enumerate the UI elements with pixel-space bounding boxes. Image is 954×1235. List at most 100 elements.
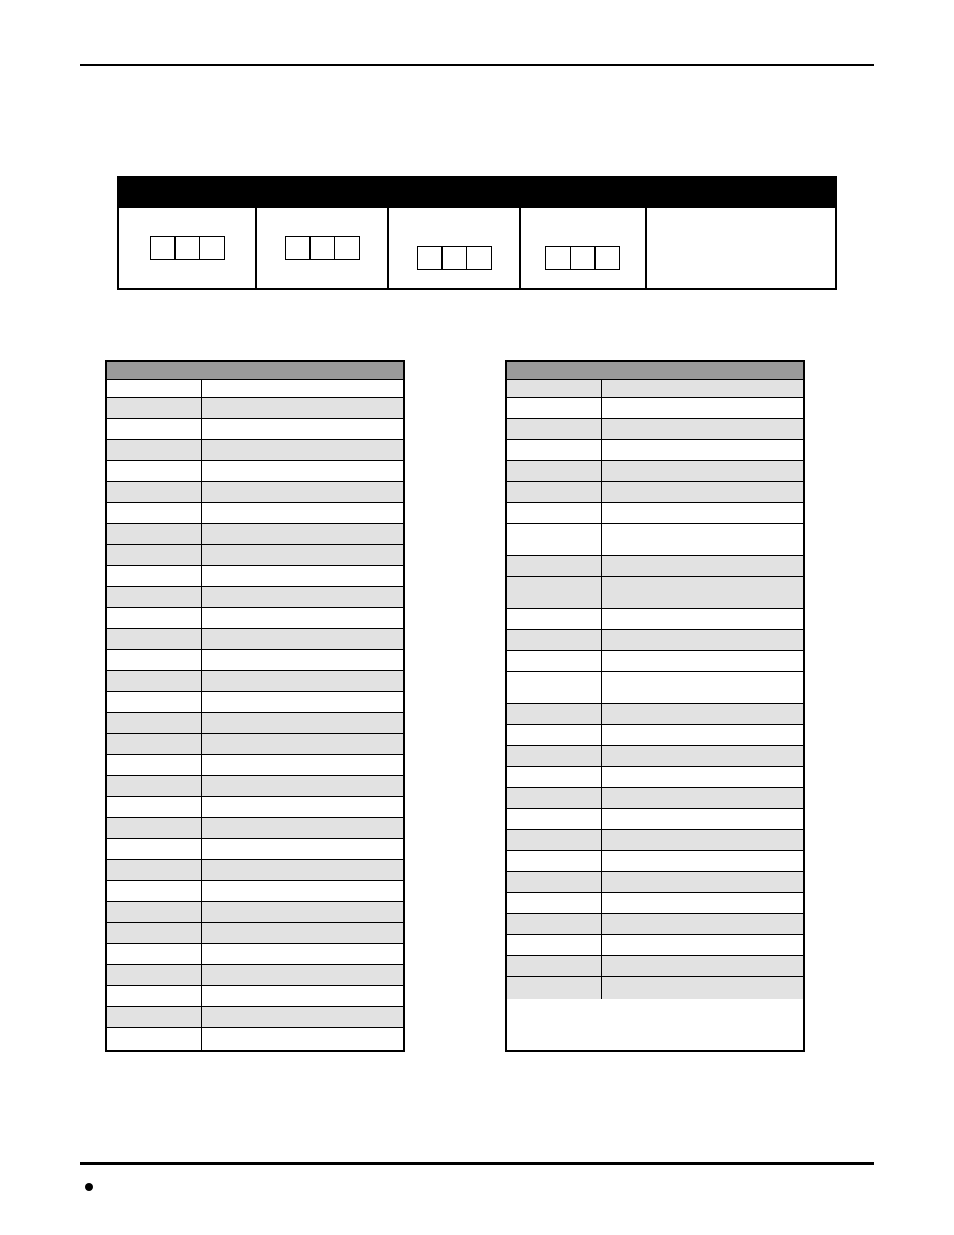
rating-box-header — [119, 176, 835, 208]
table-cell — [107, 650, 202, 670]
table-row — [107, 734, 403, 755]
table-cell — [507, 398, 602, 418]
left-table-header — [107, 362, 403, 380]
table-cell — [507, 556, 602, 576]
rating-minibox — [441, 246, 467, 270]
table-row — [507, 461, 803, 482]
table-row — [107, 797, 403, 818]
table-cell — [107, 692, 202, 712]
table-row — [507, 851, 803, 872]
table-cell — [602, 482, 803, 502]
table-cell — [507, 830, 602, 850]
table-cell — [602, 398, 803, 418]
table-cell — [602, 556, 803, 576]
table-cell — [602, 380, 803, 397]
table-cell — [107, 839, 202, 859]
table-cell — [107, 566, 202, 586]
rating-cell-1 — [119, 208, 257, 288]
table-cell — [602, 830, 803, 850]
table-cell — [602, 872, 803, 892]
table-row — [107, 860, 403, 881]
rating-minibox — [150, 236, 176, 260]
rating-minibox — [174, 236, 200, 260]
table-cell — [107, 440, 202, 460]
table-cell — [107, 881, 202, 901]
rating-miniboxes-1 — [150, 236, 225, 260]
table-row — [107, 713, 403, 734]
table-cell — [602, 725, 803, 745]
table-row — [507, 914, 803, 935]
rating-minibox — [417, 246, 443, 270]
table-cell — [107, 776, 202, 796]
table-cell — [602, 651, 803, 671]
table-row — [507, 830, 803, 851]
rating-box-body — [119, 208, 835, 288]
table-cell — [507, 956, 602, 976]
table-cell — [202, 650, 403, 670]
table-row — [107, 398, 403, 419]
table-cell — [507, 440, 602, 460]
rating-miniboxes-2 — [285, 236, 360, 260]
table-cell — [602, 914, 803, 934]
table-cell — [602, 704, 803, 724]
table-cell — [107, 986, 202, 1006]
table-row — [507, 809, 803, 830]
right-table-header — [507, 362, 803, 380]
table-row — [507, 672, 803, 704]
table-cell — [602, 577, 803, 608]
rating-cell-3 — [389, 208, 521, 288]
table-row — [107, 380, 403, 398]
rating-cell-4 — [521, 208, 646, 288]
table-cell — [507, 419, 602, 439]
table-cell — [202, 755, 403, 775]
table-cell — [107, 461, 202, 481]
table-row — [507, 419, 803, 440]
table-row — [507, 788, 803, 809]
table-row — [107, 944, 403, 965]
table-cell — [202, 566, 403, 586]
table-cell — [602, 630, 803, 650]
table-cell — [507, 935, 602, 955]
table-row — [107, 419, 403, 440]
table-cell — [202, 986, 403, 1006]
table-cell — [202, 587, 403, 607]
table-cell — [602, 935, 803, 955]
table-cell — [202, 713, 403, 733]
table-row — [107, 986, 403, 1007]
table-cell — [602, 788, 803, 808]
table-cell — [107, 1007, 202, 1027]
table-row — [507, 630, 803, 651]
table-cell — [202, 398, 403, 418]
table-row — [107, 545, 403, 566]
table-row — [507, 524, 803, 556]
right-table — [505, 360, 805, 1052]
table-cell — [202, 419, 403, 439]
rating-miniboxes-3 — [417, 246, 492, 270]
table-cell — [107, 419, 202, 439]
table-row — [507, 482, 803, 503]
table-cell — [602, 956, 803, 976]
table-row — [107, 566, 403, 587]
rating-minibox — [545, 246, 571, 270]
table-cell — [202, 608, 403, 628]
table-cell — [602, 809, 803, 829]
table-row — [107, 650, 403, 671]
rating-minibox — [199, 236, 225, 260]
table-cell — [602, 977, 803, 999]
table-cell — [202, 902, 403, 922]
table-cell — [507, 609, 602, 629]
table-row — [107, 503, 403, 524]
table-cell — [507, 872, 602, 892]
table-row — [107, 461, 403, 482]
table-cell — [602, 609, 803, 629]
table-cell — [202, 797, 403, 817]
table-row — [507, 651, 803, 672]
table-cell — [202, 692, 403, 712]
table-cell — [202, 839, 403, 859]
table-row — [507, 503, 803, 524]
table-row — [507, 398, 803, 419]
table-row — [107, 629, 403, 650]
table-cell — [202, 671, 403, 691]
table-row — [107, 881, 403, 902]
table-row — [107, 923, 403, 944]
